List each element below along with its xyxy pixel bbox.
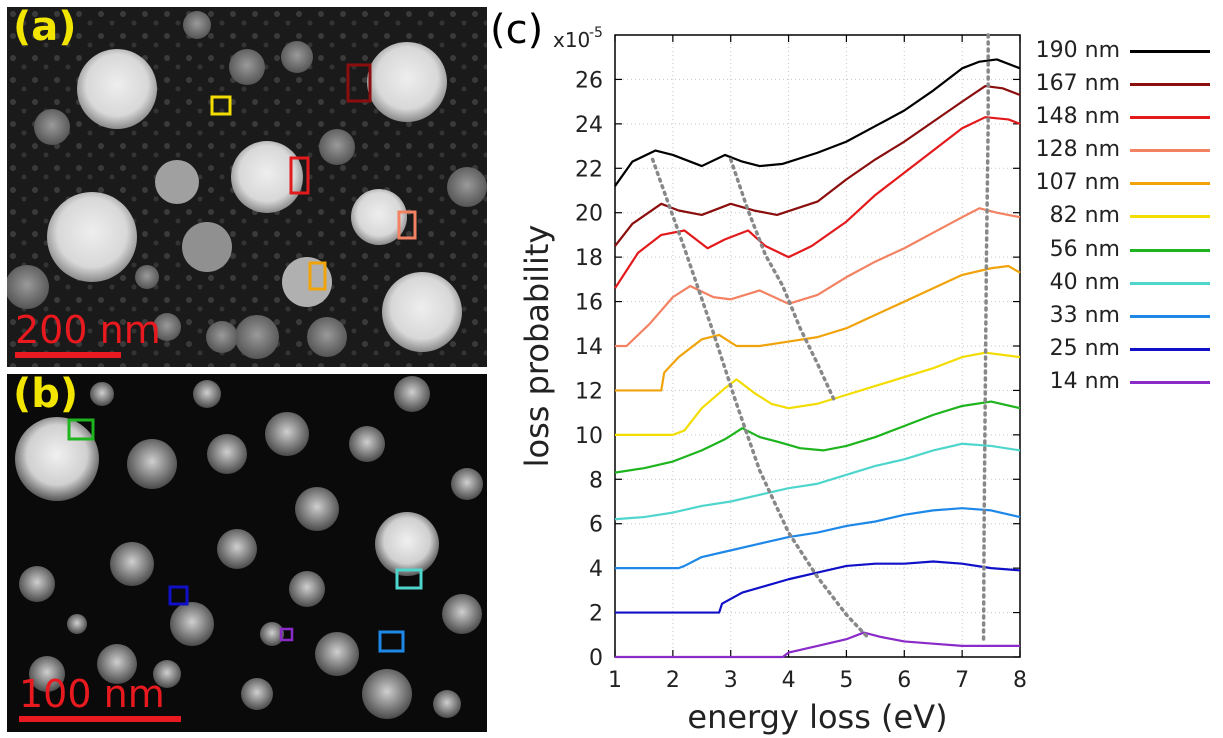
y-tick-label: 14: [575, 335, 603, 360]
x-tick-label: 7: [955, 668, 969, 693]
legend-label: 148 nm: [1035, 104, 1120, 130]
series-line-56nm: [614, 400, 1021, 474]
legend-item: 107 nm: [1020, 167, 1220, 200]
legend-swatch: [1130, 83, 1210, 87]
marker-14nm: [279, 627, 294, 642]
series-line-25nm: [615, 560, 1021, 614]
y-tick-label: 12: [575, 379, 603, 404]
y-tick-label: 4: [589, 557, 603, 582]
micrograph-a-image: [7, 7, 487, 367]
chart-legend: 190 nm 167 nm 148 nm 128 nm 107 nm 82 nm 56 nm…: [1020, 35, 1220, 399]
legend-label: 107 nm: [1035, 170, 1120, 196]
legend-item: 148 nm: [1020, 101, 1220, 134]
guide-line: [728, 157, 837, 404]
legend-label: 167 nm: [1035, 71, 1120, 97]
y-tick-label: 24: [575, 113, 603, 138]
micrograph-panel-a: (a) 200 nm: [7, 7, 487, 367]
x-tick-label: 5: [839, 668, 853, 693]
x-tick-label: 3: [724, 668, 738, 693]
legend-label: 40 nm: [1049, 269, 1120, 295]
legend-item: 25 nm: [1020, 333, 1220, 366]
legend-swatch: [1130, 149, 1210, 153]
series-line-82nm: [615, 351, 1021, 436]
y-tick-label: 20: [575, 202, 603, 227]
x-axis-label: energy loss (eV): [687, 698, 947, 736]
legend-label: 33 nm: [1049, 302, 1120, 328]
legend-swatch: [1130, 314, 1210, 318]
legend-item: 33 nm: [1020, 300, 1220, 333]
marker-40nm: [395, 568, 423, 590]
legend-label: 190 nm: [1035, 38, 1120, 63]
y-axis-label: loss probability: [518, 225, 556, 468]
marker-82nm: [210, 95, 232, 116]
panel-a-label: (a): [13, 7, 77, 50]
y-tick-label: 2: [589, 602, 603, 627]
legend-label: 56 nm: [1049, 236, 1120, 262]
panel-c-label: (c): [490, 7, 544, 53]
legend-swatch: [1130, 116, 1210, 120]
micrograph-panel-b: (b) 100 nm: [7, 374, 487, 732]
legend-swatch: [1130, 347, 1210, 351]
x-tick-label: 2: [666, 668, 680, 693]
y-tick-label: 22: [575, 157, 603, 182]
legend-label: 82 nm: [1049, 203, 1120, 229]
legend-swatch: [1130, 380, 1210, 384]
legend-item: 14 nm: [1020, 366, 1220, 399]
marker-128nm: [397, 210, 417, 240]
series-line-167nm: [614, 84, 1021, 247]
series-line-107nm: [615, 264, 1021, 392]
legend-swatch: [1130, 50, 1210, 53]
marker-107nm: [308, 261, 327, 291]
marker-33nm: [378, 630, 405, 653]
series-line-14nm: [615, 631, 1020, 659]
marker-167nm: [346, 63, 372, 103]
y-tick-label: 16: [575, 291, 603, 316]
scale-label-b: 100 nm: [19, 672, 165, 716]
legend-item: 82 nm: [1020, 200, 1220, 233]
y-tick-label: 26: [575, 68, 603, 93]
y-tick-label: 10: [575, 424, 603, 449]
legend-item: 190 nm: [1020, 35, 1220, 68]
series-line-40nm: [614, 442, 1021, 521]
guide-line: [981, 33, 990, 646]
scale-bar-a: [15, 352, 121, 358]
x-tick-label: 1: [608, 668, 622, 693]
legend-item: 167 nm: [1020, 68, 1220, 101]
series-line-128nm: [615, 207, 1021, 348]
y-tick-label: 0: [589, 646, 603, 671]
y-multiplier-exponent: -5: [589, 25, 603, 41]
legend-item: 56 nm: [1020, 234, 1220, 267]
scale-bar-b: [19, 716, 181, 722]
marker-25nm: [168, 585, 189, 606]
marker-148nm: [289, 156, 310, 195]
scale-label-a: 200 nm: [15, 308, 161, 352]
legend-swatch: [1130, 215, 1210, 219]
series-line-33nm: [615, 507, 1021, 570]
legend-label: 128 nm: [1035, 137, 1120, 163]
legend-label: 25 nm: [1049, 335, 1120, 361]
legend-item: 40 nm: [1020, 267, 1220, 300]
legend-swatch: [1130, 248, 1210, 252]
legend-swatch: [1130, 281, 1210, 285]
y-tick-label: 8: [589, 468, 603, 493]
y-tick-label: 6: [589, 513, 603, 538]
legend-swatch: [1130, 182, 1210, 186]
y-multiplier-label: x10: [553, 28, 590, 52]
x-tick-label: 4: [782, 668, 796, 693]
panel-b-label: (b): [13, 374, 79, 417]
y-tick-label: 18: [575, 246, 603, 271]
x-tick-label: 6: [897, 668, 911, 693]
micrograph-b-image: [7, 374, 487, 732]
series-line-190nm: [614, 58, 1021, 187]
legend-item: 128 nm: [1020, 134, 1220, 167]
legend-label: 14 nm: [1049, 368, 1120, 394]
series-line-148nm: [614, 116, 1021, 289]
x-tick-label: 8: [1013, 668, 1027, 693]
marker-56nm: [67, 418, 95, 441]
guide-line: [650, 157, 872, 641]
